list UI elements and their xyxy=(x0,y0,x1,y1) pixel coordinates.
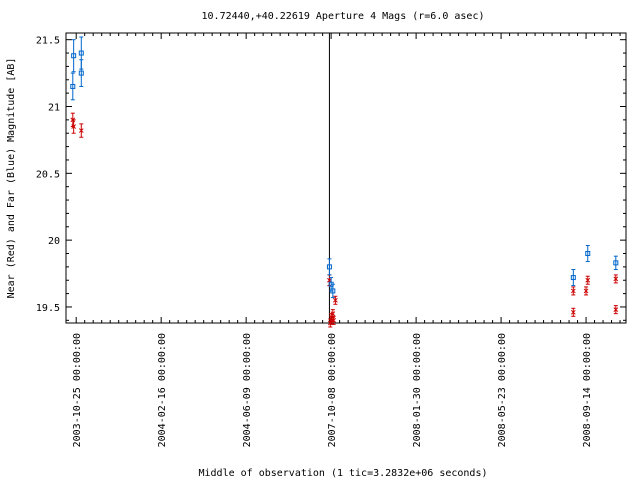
x-tick-label: 2003-10-25 00:00:00 xyxy=(72,333,83,447)
chart-title: 10.72440,+40.22619 Aperture 4 Mags (r=6.… xyxy=(202,11,485,22)
x-axis-label: Middle of observation (1 tic=3.2832e+06 … xyxy=(199,468,488,479)
y-tick-label: 19.5 xyxy=(36,303,60,314)
y-tick-label: 21 xyxy=(48,103,60,114)
series-far xyxy=(70,36,619,299)
data-point xyxy=(71,53,77,59)
data-point xyxy=(613,307,619,312)
data-point xyxy=(330,311,336,316)
x-tick-label: 2004-02-16 00:00:00 xyxy=(157,333,168,447)
data-point xyxy=(333,297,338,303)
series-layer xyxy=(70,36,619,328)
data-point xyxy=(331,317,337,323)
y-axis: 19.5 20 20.5 21 21.5 xyxy=(36,36,626,321)
y-tick-label: 20 xyxy=(48,236,60,247)
data-point xyxy=(330,288,336,294)
data-point xyxy=(71,124,77,129)
data-point xyxy=(570,288,576,294)
x-tick-label: 2008-09-14 00:00:00 xyxy=(582,333,593,447)
data-point xyxy=(583,288,589,294)
y-tick-label: 21.5 xyxy=(36,36,60,47)
data-point xyxy=(78,128,84,133)
data-point xyxy=(570,309,576,315)
data-point xyxy=(613,260,619,266)
y-axis-label: Near (Red) and Far (Blue) Magnitude [AB] xyxy=(6,58,17,299)
plot-frame xyxy=(65,32,627,324)
x-axis: 2003-10-25 00:00:00 2004-02-16 00:00:00 20… xyxy=(72,33,621,447)
data-point xyxy=(326,264,332,270)
data-point xyxy=(70,83,76,89)
x-tick-label: 2008-05-23 00:00:00 xyxy=(497,333,508,447)
data-point xyxy=(613,276,619,282)
x-tick-label: 2004-06-09 00:00:00 xyxy=(242,333,253,447)
data-point xyxy=(78,50,84,56)
series-near xyxy=(70,112,619,328)
x-tick-label: 2008-01-30 00:00:00 xyxy=(412,333,423,447)
data-point xyxy=(570,275,576,281)
data-point xyxy=(78,70,84,76)
data-point xyxy=(585,277,591,283)
x-tick-label: 2007-10-08 00:00:00 xyxy=(327,333,338,447)
y-tick-label: 20.5 xyxy=(36,169,60,180)
data-point xyxy=(585,251,591,257)
